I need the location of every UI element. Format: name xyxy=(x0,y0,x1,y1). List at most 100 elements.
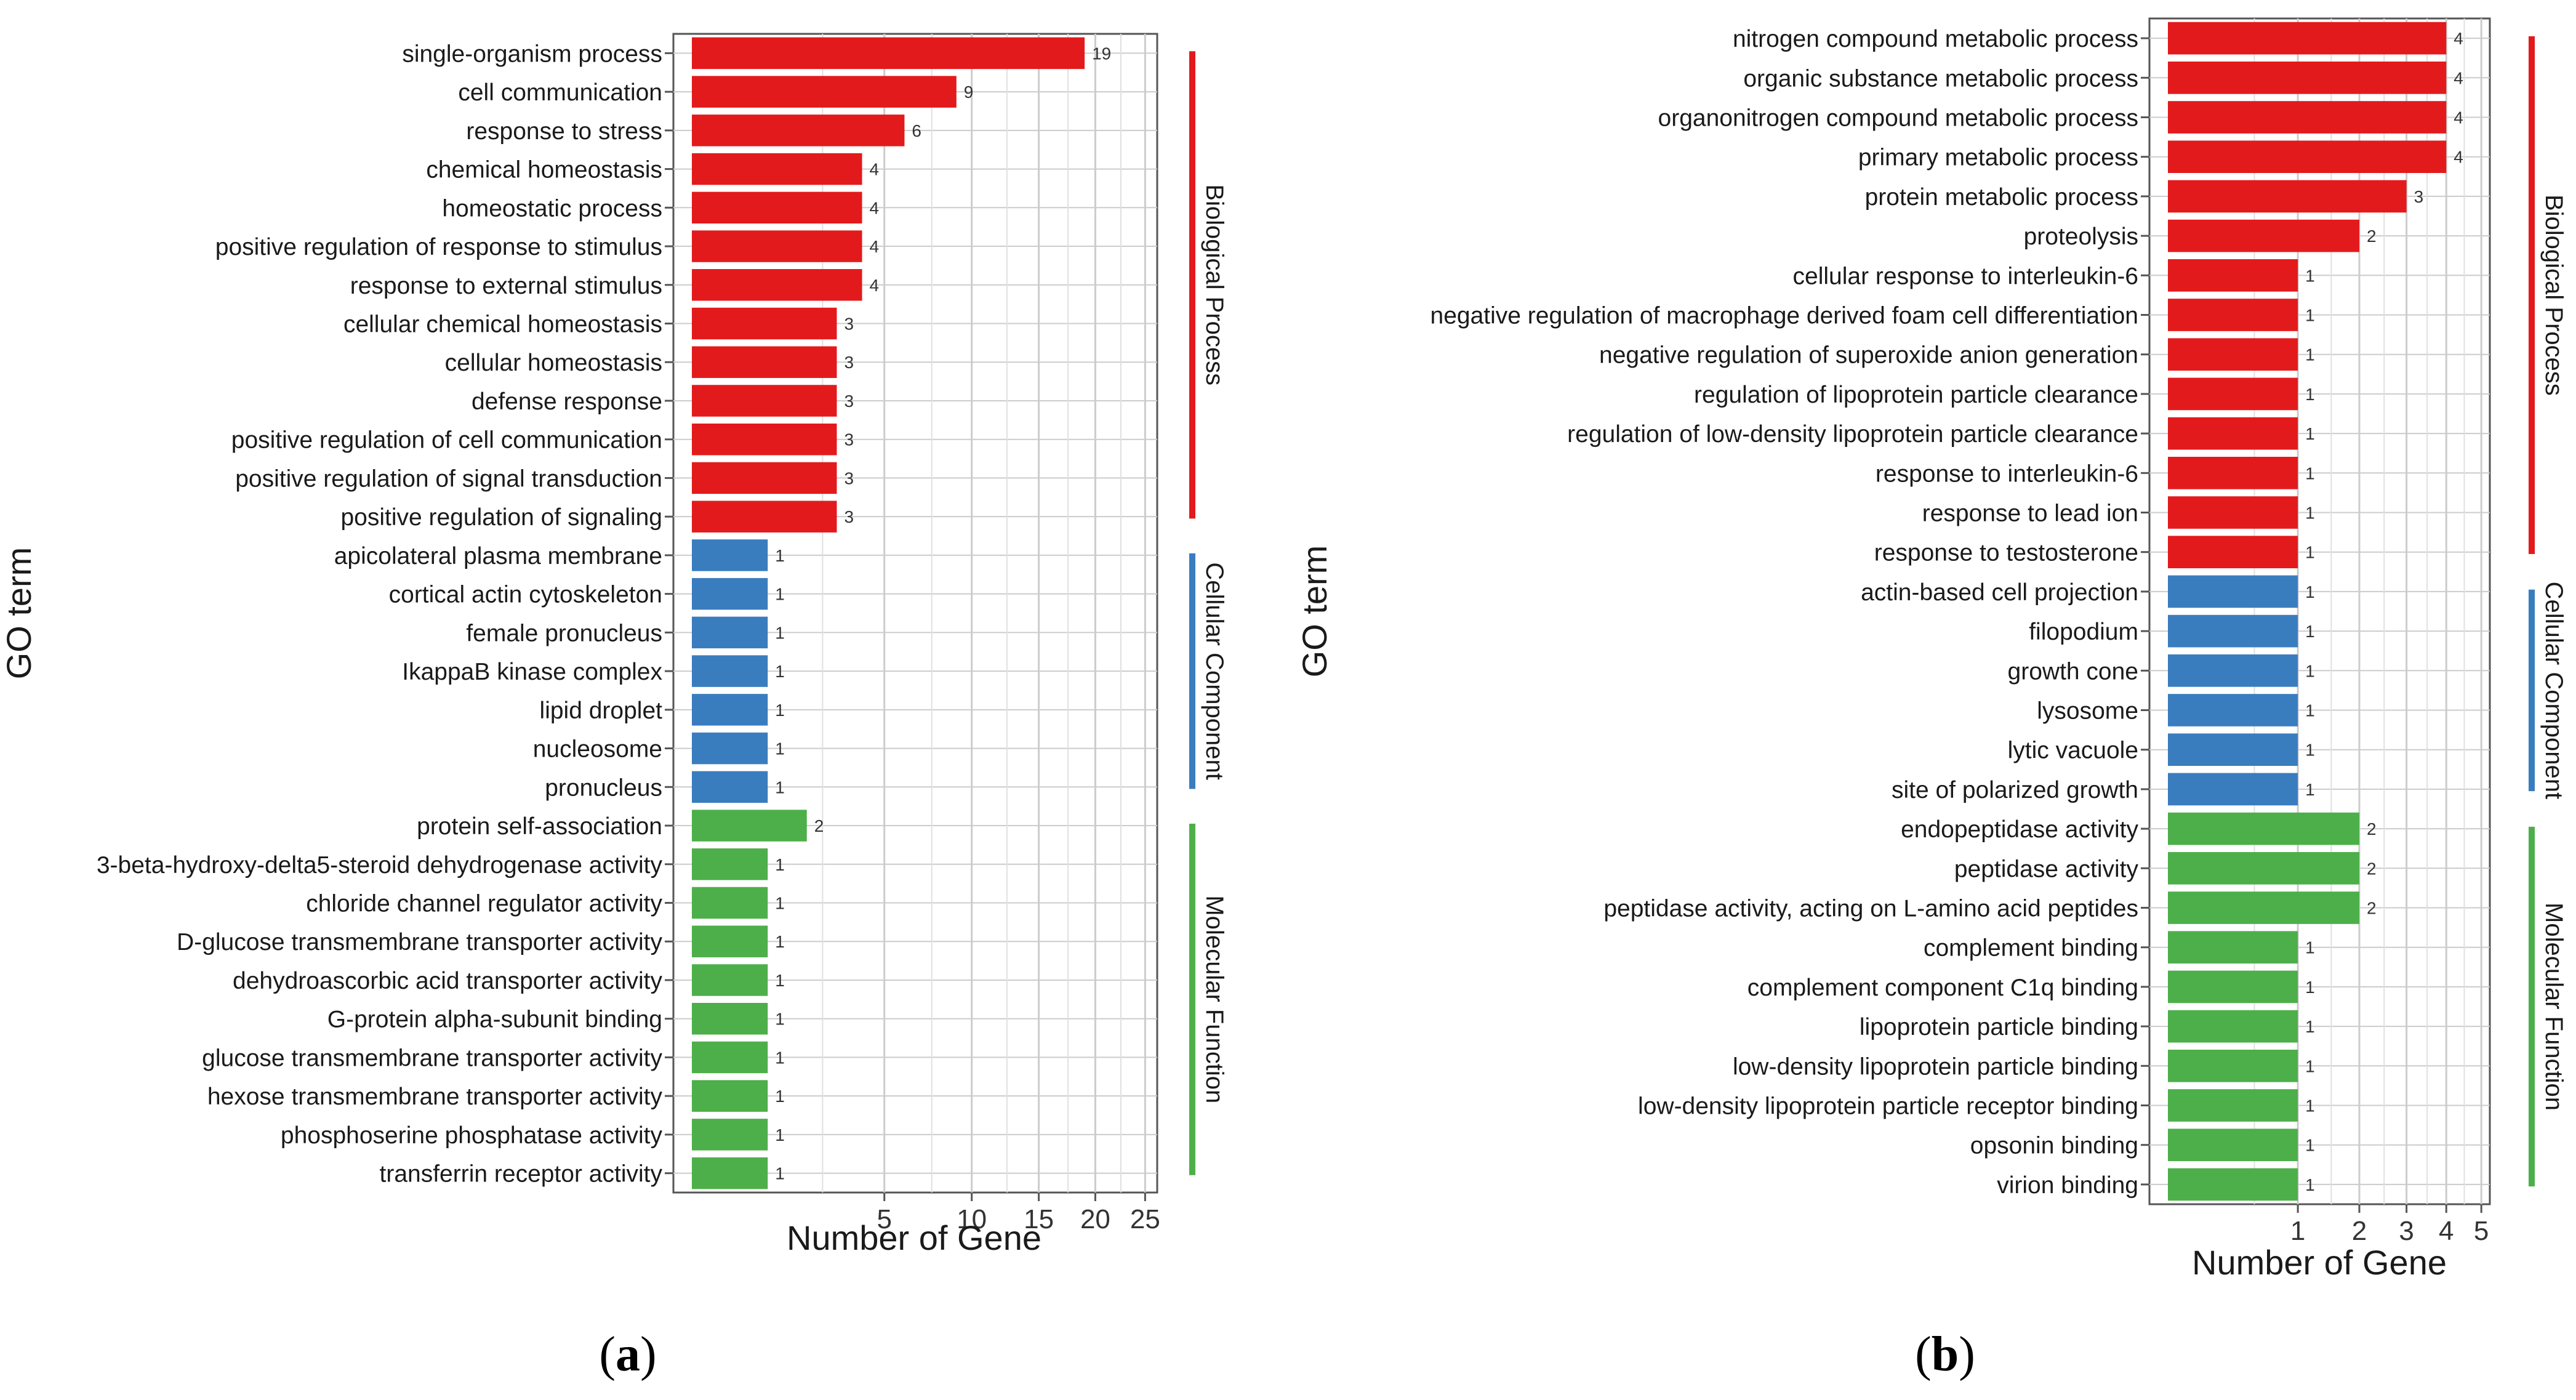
chart-b-bar-value-label: 1 xyxy=(2305,1056,2315,1076)
chart-b-bar xyxy=(2168,456,2298,489)
chart-a-bar-value-label: 1 xyxy=(775,855,785,874)
chart-b-bar xyxy=(2168,417,2298,450)
chart-b-category-label: organic substance metabolic process xyxy=(1743,65,2138,92)
chart-a-category-label: nucleosome xyxy=(533,736,662,763)
chart-b-bar xyxy=(2168,694,2298,726)
chart-b-category-label: site of polarized growth xyxy=(1892,777,2138,803)
chart-a-x-tick-label: 10 xyxy=(957,1204,987,1234)
chart-b-bar xyxy=(2168,22,2447,55)
chart-a-bar xyxy=(692,1080,768,1112)
chart-a-legend-label: Biological Process xyxy=(1201,184,1228,385)
chart-b-y-axis-title: GO term xyxy=(1295,545,1334,678)
chart-b-bar-value-label: 1 xyxy=(2305,622,2315,641)
chart-a-bar-value-label: 2 xyxy=(814,816,824,835)
chart-b-bar xyxy=(2168,536,2298,569)
chart-a-bar-value-label: 1 xyxy=(775,1164,785,1183)
chart-b-bar-value-label: 3 xyxy=(2414,187,2424,206)
chart-b-category-label: low-density lipoprotein particle recepto… xyxy=(1638,1093,2138,1120)
chart-b-category-label: response to testosterone xyxy=(1874,540,2138,566)
chart-b-bar xyxy=(2168,891,2360,924)
chart-b-plot-area xyxy=(2148,17,2491,1205)
chart-a-x-tick-label: 20 xyxy=(1080,1204,1110,1234)
chart-b-legend-strip xyxy=(2529,826,2535,1187)
chart-a-category-label: 3-beta-hydroxy-delta5-steroid dehydrogen… xyxy=(97,852,663,879)
chart-b-category-label: lytic vacuole xyxy=(2008,738,2138,764)
chart-a-legend-strip xyxy=(1189,553,1195,789)
chart-a-category-label: protein self-association xyxy=(417,813,662,840)
chart-a-bar xyxy=(692,1157,768,1189)
chart-b-category-label: response to lead ion xyxy=(1922,501,2138,527)
chart-a-bar-value-label: 1 xyxy=(775,546,785,565)
chart-a-bar-value-label: 3 xyxy=(844,392,854,411)
chart-b-category-label: protein metabolic process xyxy=(1865,184,2138,211)
chart-b-category-label: primary metabolic process xyxy=(1858,145,2138,171)
chart-a-category-label: apicolateral plasma membrane xyxy=(334,543,662,569)
chart-b-bar xyxy=(2168,496,2298,529)
chart-a-category-label: response to external stimulus xyxy=(350,273,662,299)
chart-a-bar xyxy=(692,423,837,456)
chart-a-plot-area xyxy=(672,33,1158,1194)
chart-b-bar-value-label: 2 xyxy=(2367,859,2377,878)
chart-b-category-label: opsonin binding xyxy=(1970,1133,2138,1159)
chart-a-category-label: response to stress xyxy=(466,118,662,145)
chart-a-category-label: positive regulation of signal transducti… xyxy=(235,465,662,492)
panel-a-chart: 5 10 15 20 25 19 single-organism process 9 cell … xyxy=(0,33,1228,1257)
chart-b-bar xyxy=(2168,931,2298,964)
chart-a-bar xyxy=(692,115,905,147)
chart-a-bar xyxy=(692,462,837,494)
chart-b-bar xyxy=(2168,1010,2298,1043)
chart-b-bar xyxy=(2168,180,2407,213)
chart-a-bar xyxy=(692,1119,768,1151)
chart-a-category-label: positive regulation of response to stimu… xyxy=(215,234,662,260)
chart-a-category-label: homeostatic process xyxy=(442,195,662,222)
chart-a-bar-value-label: 3 xyxy=(844,353,854,372)
chart-a-bar xyxy=(692,385,837,417)
chart-b-bar xyxy=(2168,140,2447,174)
chart-a-bar xyxy=(692,616,768,649)
chart-b-bar xyxy=(2168,299,2298,331)
chart-b-bar-value-label: 4 xyxy=(2454,68,2463,87)
chart-a-bar xyxy=(692,694,768,726)
chart-a-bar-value-label: 1 xyxy=(775,932,785,951)
chart-a-bar xyxy=(692,37,1085,70)
chart-a-category-label: cortical actin cytoskeleton xyxy=(389,582,662,608)
chart-b-bar xyxy=(2168,259,2298,292)
chart-b-bar-value-label: 1 xyxy=(2305,345,2315,364)
chart-b-bar-value-label: 1 xyxy=(2305,1175,2315,1194)
chart-a-legend-strip xyxy=(1189,823,1195,1175)
chart-a-bar xyxy=(692,346,837,378)
chart-a-bar xyxy=(692,191,862,224)
chart-b-category-label: low-density lipoprotein particle binding xyxy=(1733,1053,2138,1080)
chart-a-bar-value-label: 1 xyxy=(775,739,785,758)
chart-b-x-tick-label: 3 xyxy=(2399,1216,2413,1246)
chart-b-category-label: lipoprotein particle binding xyxy=(1860,1014,2138,1040)
chart-b-bar-value-label: 1 xyxy=(2305,1096,2315,1116)
chart-b-bar xyxy=(2168,219,2360,252)
chart-b-bar-value-label: 1 xyxy=(2305,543,2315,562)
chart-a-category-label: dehydroascorbic acid transporter activit… xyxy=(233,968,662,994)
chart-a-bar xyxy=(692,230,862,262)
chart-b-category-label: virion binding xyxy=(1997,1172,2138,1199)
chart-a-bar-value-label: 9 xyxy=(964,82,974,102)
chart-a-bar-value-label: 1 xyxy=(775,585,785,604)
panel-a-caption-letter: a xyxy=(616,1327,640,1382)
chart-b-bar-value-label: 1 xyxy=(2305,266,2315,285)
chart-b-category-label: filopodium xyxy=(2029,619,2138,645)
chart-b-bar-value-label: 4 xyxy=(2454,29,2463,48)
chart-b-bar-value-label: 1 xyxy=(2305,424,2315,443)
chart-a-category-label: D-glucose transmembrane transporter acti… xyxy=(177,929,662,955)
chart-a-bar-value-label: 1 xyxy=(775,701,785,720)
chart-b-category-label: complement binding xyxy=(1924,935,2138,962)
chart-a-category-label: cell communication xyxy=(458,79,662,106)
chart-a-x-tick-label: 5 xyxy=(877,1204,891,1234)
chart-a-bar xyxy=(692,771,768,803)
chart-a-category-label: positive regulation of cell communicatio… xyxy=(231,427,662,454)
chart-a-category-label: transferrin receptor activity xyxy=(380,1161,663,1188)
chart-b-x-tick-label: 4 xyxy=(2439,1216,2454,1246)
chart-a-legend-label: Molecular Function xyxy=(1201,895,1228,1103)
chart-b-category-label: complement component C1q binding xyxy=(1747,975,2138,1001)
chart-a-bar-value-label: 4 xyxy=(870,160,880,179)
chart-b-bar-value-label: 1 xyxy=(2305,385,2315,404)
chart-b-x-tick-label: 5 xyxy=(2474,1216,2489,1246)
